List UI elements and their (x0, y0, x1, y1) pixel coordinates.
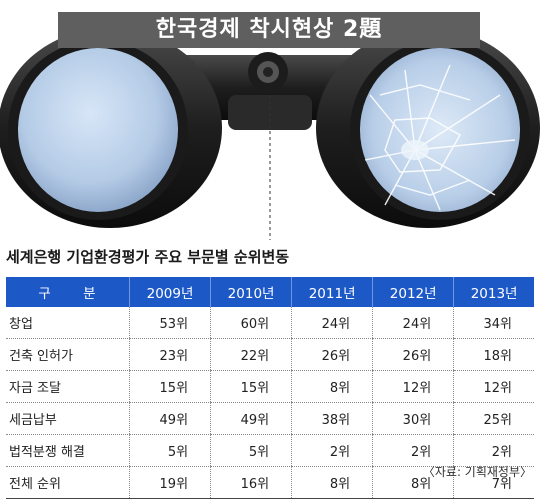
header-year: 2010년 (210, 277, 292, 307)
banner-title: 한국경제 착시현상 2題 (58, 12, 480, 48)
table-row: 법적분쟁 해결 5위 5위 2위 2위 2위 (6, 434, 534, 467)
rank-cell: 2위 (372, 434, 454, 467)
rank-cell: 60위 (210, 307, 292, 339)
rank-cell: 26위 (291, 338, 373, 371)
row-label: 건축 인허가 (6, 338, 130, 371)
header-year: 2009년 (128, 277, 211, 307)
row-label: 법적분쟁 해결 (6, 434, 130, 467)
rank-cell: 24위 (372, 307, 454, 339)
table-title: 세계은행 기업환경평가 주요 부문별 순위변동 (6, 248, 290, 266)
header-year: 2013년 (453, 277, 534, 307)
header-row: 구 분 2009년 2010년 2011년 2012년 2013년 (6, 277, 534, 307)
source-note: 〈자료: 기획재정부〉 (422, 465, 532, 479)
rank-cell: 18위 (453, 338, 534, 371)
left-lens (18, 48, 178, 212)
lens-crack-lines (364, 64, 516, 211)
header-category: 구 분 (6, 277, 130, 307)
rank-cell: 49위 (128, 402, 211, 435)
rank-cell: 12위 (453, 370, 534, 403)
row-label: 세금납부 (6, 402, 130, 435)
rank-cell: 34위 (453, 307, 534, 339)
rank-cell: 15위 (128, 370, 211, 403)
rank-cell: 26위 (372, 338, 454, 371)
cracked-lens (360, 48, 520, 212)
rank-cell: 24위 (291, 307, 373, 339)
rank-cell: 15위 (210, 370, 292, 403)
rank-cell: 30위 (372, 402, 454, 435)
rank-cell: 38위 (291, 402, 373, 435)
rank-cell: 22위 (210, 338, 292, 371)
table-row: 창업 53위 60위 24위 24위 34위 (6, 307, 534, 339)
header-year: 2011년 (291, 277, 373, 307)
rank-cell: 5위 (210, 434, 292, 467)
rank-cell: 12위 (372, 370, 454, 403)
rank-cell: 2위 (453, 434, 534, 467)
row-label: 창업 (6, 307, 130, 339)
table-row: 자금 조달 15위 15위 8위 12위 12위 (6, 370, 534, 403)
rank-cell: 5위 (128, 434, 211, 467)
row-label: 자금 조달 (6, 370, 130, 403)
header-year: 2012년 (372, 277, 454, 307)
rank-cell: 8위 (291, 370, 373, 403)
binoculars-illustration (0, 28, 540, 240)
rank-cell: 49위 (210, 402, 292, 435)
table-row: 건축 인허가 23위 22위 26위 26위 18위 (6, 338, 534, 371)
rank-cell: 53위 (128, 307, 211, 339)
rank-cell: 23위 (128, 338, 211, 371)
rank-cell: 2위 (291, 434, 373, 467)
table-row: 세금납부 49위 49위 38위 30위 25위 (6, 402, 534, 435)
rank-cell: 25위 (453, 402, 534, 435)
